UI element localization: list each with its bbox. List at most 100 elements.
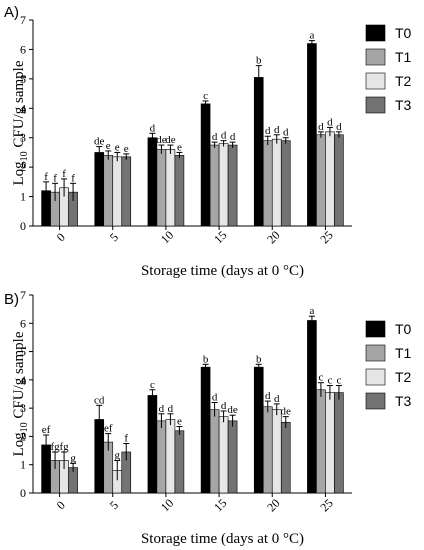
significance-label: ef <box>42 424 51 436</box>
y-axis-title: Log10 CFU/g sample <box>11 331 30 456</box>
significance-label: d <box>212 391 218 403</box>
significance-label: de <box>227 404 238 416</box>
x-tick-label: 15 <box>211 228 229 246</box>
x-axis-title: Storage time (days at 0 °C) <box>141 263 304 279</box>
bar-t3-day-15 <box>227 420 238 494</box>
y-tick-label: 6 <box>20 42 26 56</box>
bar-t1-day-20 <box>262 140 273 227</box>
bar-t3-day-10 <box>174 430 185 494</box>
significance-label: e <box>106 140 111 152</box>
legend-swatch-t1 <box>365 344 386 362</box>
bar-t0-day-5 <box>94 152 105 227</box>
y-axis-title-rest: CFU/g sample <box>11 60 27 151</box>
significance-label: de <box>165 134 176 146</box>
significance-label: c <box>336 375 341 387</box>
y-tick-label: 6 <box>20 316 26 330</box>
bar-t2-day-25 <box>325 392 335 494</box>
legend-swatch-t3 <box>365 96 386 114</box>
significance-label: b <box>256 353 262 365</box>
significance-label: d <box>168 403 174 415</box>
legend-label-t3: T3 <box>395 393 412 409</box>
bar-t2-day-15 <box>218 416 229 494</box>
y-axis-title-subscript: 10 <box>19 151 30 161</box>
legend-swatch-t2 <box>365 72 386 90</box>
bar-t0-day-10 <box>147 137 158 227</box>
y-tick-label: 1 <box>20 458 26 472</box>
significance-label: f <box>53 172 57 184</box>
significance-label: d <box>318 121 324 133</box>
significance-label: de <box>281 406 292 418</box>
y-axis-title-rest: CFU/g sample <box>11 331 27 422</box>
legend-swatch-t1 <box>365 48 386 66</box>
legend-label-t2: T2 <box>395 73 412 89</box>
significance-label: d <box>265 125 271 137</box>
x-tick-label: 10 <box>158 228 176 246</box>
x-tick-label: 25 <box>317 228 335 246</box>
bar-t3-day-10 <box>174 155 185 227</box>
x-tick-label: 10 <box>158 496 176 514</box>
significance-label: c <box>318 372 323 384</box>
bar-t0-day-25 <box>307 320 317 494</box>
significance-label: de <box>94 136 105 148</box>
significance-label: d <box>212 131 218 143</box>
significance-label: fg <box>59 441 69 453</box>
y-axis-title-main: Log <box>11 161 27 186</box>
x-tick-label: 5 <box>107 230 121 244</box>
bar-t0-day-20 <box>253 366 264 494</box>
significance-label: d <box>283 127 289 139</box>
legend-swatch-t0 <box>365 24 386 42</box>
x-tick-label: 25 <box>317 496 335 514</box>
significance-label: d <box>327 116 333 128</box>
significance-label: e <box>115 141 120 153</box>
significance-label: g <box>115 449 121 461</box>
significance-label: f <box>44 171 48 183</box>
y-tick-label: 2 <box>20 429 26 443</box>
legend-label-t1: T1 <box>395 345 412 361</box>
bar-t1-day-10 <box>156 420 167 494</box>
y-tick-label: 4 <box>20 101 26 115</box>
x-tick-label: 5 <box>107 498 121 512</box>
bar-t2-day-10 <box>165 419 176 494</box>
significance-label: b <box>203 353 209 365</box>
bar-t1-day-25 <box>316 389 326 494</box>
bar-t1-day-25 <box>316 134 326 227</box>
bar-t1-day-15 <box>209 409 220 494</box>
y-tick-label: 5 <box>20 72 26 86</box>
bar-t3-day-5 <box>121 156 132 227</box>
y-tick-label: 0 <box>20 219 26 233</box>
y-tick-label: 5 <box>20 345 26 359</box>
significance-label: de <box>156 134 167 146</box>
significance-label: c <box>203 90 208 102</box>
significance-label: d <box>336 121 342 133</box>
y-tick-label: 1 <box>20 190 26 204</box>
significance-label: c <box>327 375 332 387</box>
significance-label: d <box>274 393 280 405</box>
significance-label: cd <box>94 394 105 406</box>
panel-label: B) <box>4 291 19 308</box>
significance-label: d <box>274 124 280 136</box>
bar-t3-day-20 <box>280 140 291 227</box>
x-tick-label: 0 <box>54 230 68 244</box>
significance-label: d <box>265 390 271 402</box>
x-tick-label: 20 <box>264 228 282 246</box>
y-tick-label: 3 <box>20 131 26 145</box>
bar-t1-day-5 <box>103 155 114 227</box>
significance-label: e <box>124 143 129 155</box>
bar-t2-day-20 <box>271 409 282 494</box>
legend-label-t1: T1 <box>395 49 412 65</box>
significance-label: d <box>221 130 227 142</box>
bar-t3-day-25 <box>334 134 344 227</box>
legend-label-t3: T3 <box>395 97 412 113</box>
bar-t2-day-20 <box>271 138 282 227</box>
significance-label: g <box>70 452 76 464</box>
bar-t3-day-25 <box>334 392 344 494</box>
bar-t2-day-5 <box>112 156 123 227</box>
bar-t0-day-25 <box>307 43 317 227</box>
bar-t1-day-15 <box>209 144 220 227</box>
bar-t2-day-25 <box>325 131 335 227</box>
significance-label: e <box>177 416 182 428</box>
significance-label: ef <box>104 423 113 435</box>
bar-t0-day-10 <box>147 395 158 494</box>
legend-swatch-t0 <box>365 320 386 338</box>
